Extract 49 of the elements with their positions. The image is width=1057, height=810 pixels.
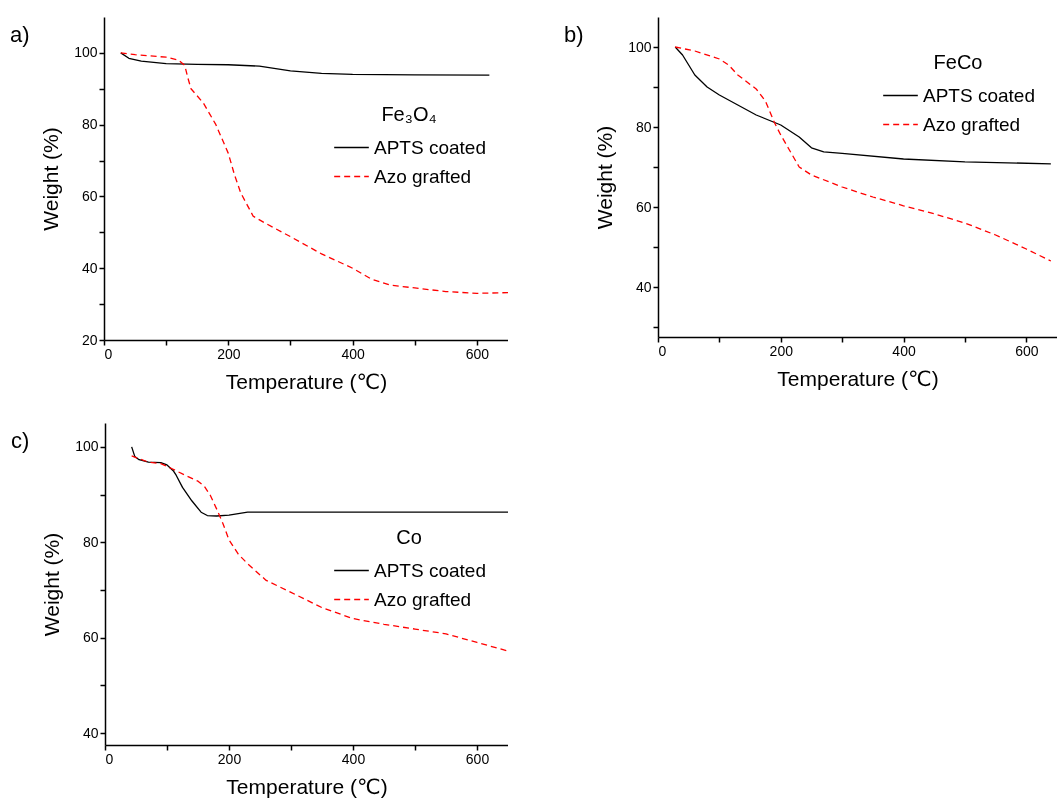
x-tick-label: 200 [769,342,794,359]
legend-label: APTS coated [374,559,486,581]
x-tick-label: 400 [892,342,916,359]
y-tick-label: 80 [82,533,99,550]
x-tick-label: 600 [465,345,490,362]
x-tick-label: 0 [105,750,114,767]
x-axis-title: Temperature (℃) [226,774,388,798]
x-tick-label: 400 [341,345,366,362]
chart-title: a) [10,22,30,47]
chart-title: c) [11,428,30,453]
y-axis-title: Weight (%) [39,127,63,231]
y-tick-label: 100 [74,44,98,61]
line-series [120,52,490,76]
x-tick-label: 0 [658,342,667,359]
legend-label: APTS coated [923,84,1035,106]
y-tick-label: 100 [75,438,99,455]
x-axis-title: Temperature (℃) [777,366,939,390]
legend-label: Azo grafted [374,588,472,610]
line-series [131,446,508,517]
y-tick-label: 40 [82,724,99,741]
legend-label: APTS coated [374,136,486,158]
x-tick-label: 200 [217,750,242,767]
legend-label: Azo grafted [923,113,1021,135]
x-tick-label: 200 [217,345,241,362]
y-tick-label: 20 [81,331,98,348]
line-series [674,46,1052,165]
y-tick-label: 100 [628,38,652,55]
y-axis-title: Weight (%) [593,125,617,230]
y-tick-label: 40 [81,259,98,276]
x-tick-label: 600 [1015,342,1039,359]
y-tick-label: 80 [81,116,98,133]
x-axis-title: Temperature (℃) [225,369,388,393]
chart-title: b) [564,22,584,47]
legend-label: Azo grafted [374,165,472,187]
y-tick-label: 60 [635,198,652,215]
line-series [120,52,508,294]
y-tick-label: 60 [82,629,99,646]
line-series [674,46,1052,262]
y-tick-label: 80 [635,118,652,135]
x-tick-label: 400 [341,750,366,767]
x-tick-label: 0 [104,345,113,362]
x-tick-label: 600 [465,750,490,767]
legend-title: Co [396,526,422,548]
line-series [131,455,508,652]
legend-title: FeCo [933,51,983,73]
y-tick-label: 60 [81,187,98,204]
legend-title: Fe₃O₄ [381,103,437,125]
y-axis-title: Weight (%) [40,532,64,637]
y-tick-label: 40 [635,278,652,295]
